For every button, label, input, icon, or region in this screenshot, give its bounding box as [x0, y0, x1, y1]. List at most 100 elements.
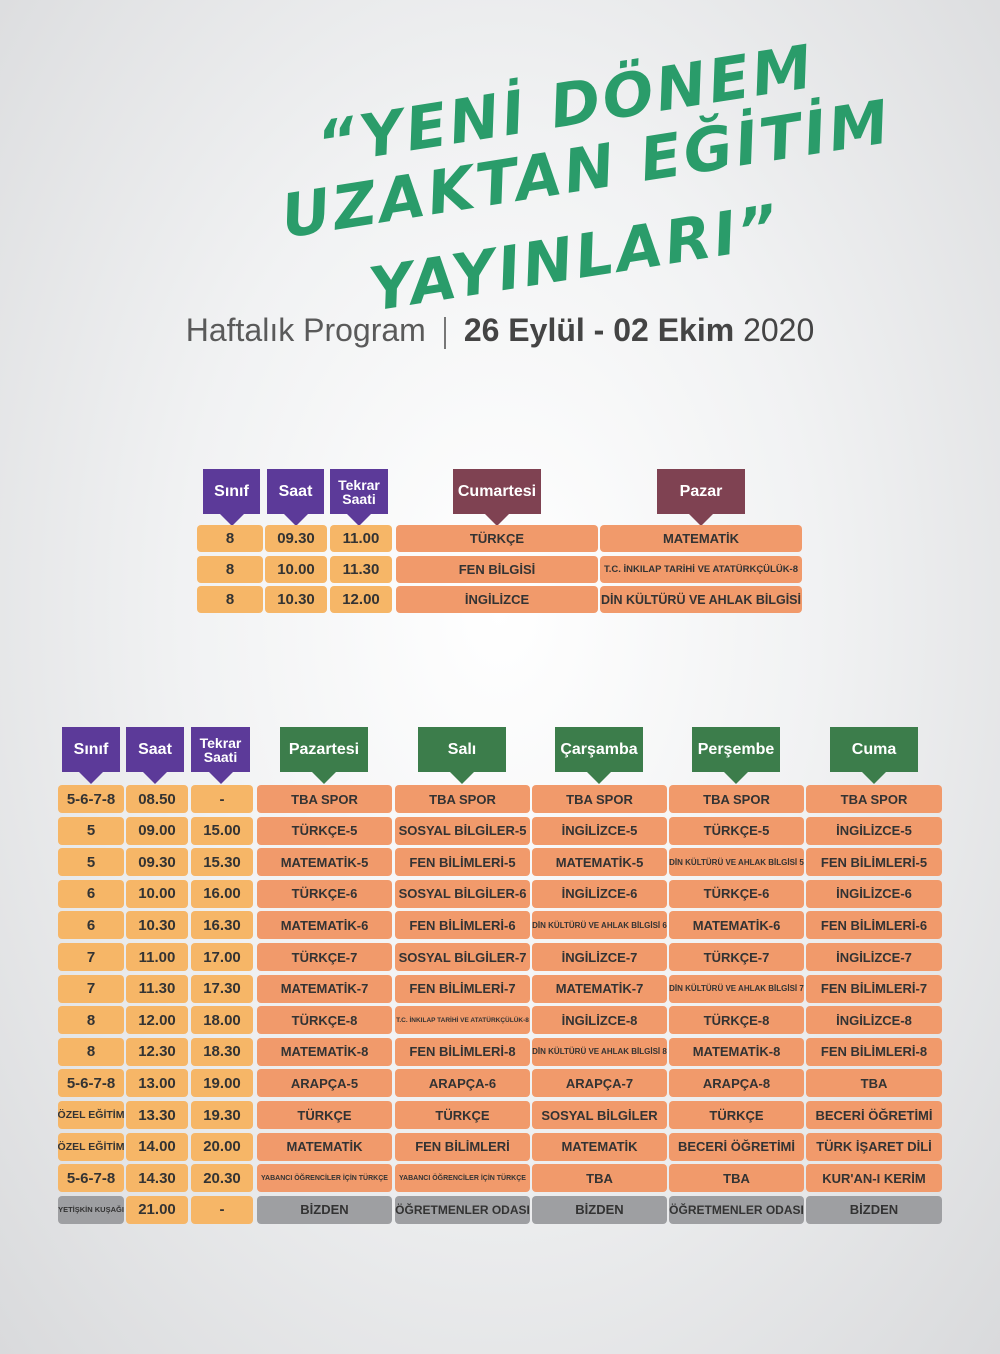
weekday-cell: 5-6-7-8 [58, 1069, 124, 1098]
weekday-cell: TÜRKÇE-5 [669, 816, 804, 845]
weekday-cell: FEN BİLİMLERİ-8 [395, 1037, 530, 1066]
subtitle: Haftalık Program 26 Eylül - 02 Ekim 2020 [0, 312, 1000, 349]
weekend-header-0: Sınıf [203, 469, 260, 514]
weekday-header-2: Tekrar Saati [191, 727, 250, 772]
weekday-header-4: Salı [418, 727, 506, 772]
weekday-cell: T.C. İNKILAP TARİHİ VE ATATÜRKÇÜLÜK-8 [395, 1006, 530, 1035]
weekday-cell: 6 [58, 911, 124, 940]
weekday-cell: MATEMATİK [532, 1132, 667, 1161]
weekday-cell: 09.00 [126, 816, 188, 845]
weekday-cell: TÜRKÇE-7 [669, 943, 804, 971]
weekday-cell: 5 [58, 848, 124, 877]
weekday-cell: 13.30 [126, 1101, 188, 1129]
subtitle-year: 2020 [743, 312, 815, 348]
weekday-header-7: Cuma [830, 727, 918, 772]
weekend-cell: 09.30 [265, 525, 327, 552]
weekday-cell: İNGİLİZCE-5 [806, 816, 942, 845]
weekend-cell: 10.30 [265, 586, 327, 613]
subtitle-dates: 26 Eylül - 02 Ekim [463, 312, 735, 348]
weekday-cell: TBA [532, 1164, 667, 1193]
weekday-cell: TÜRKÇE-7 [257, 943, 392, 971]
weekday-cell: 15.00 [191, 816, 253, 845]
weekday-cell: TÜRKÇE-6 [669, 879, 804, 908]
weekend-cell: 8 [197, 525, 263, 552]
weekday-cell: MATEMATİK-8 [669, 1037, 804, 1066]
weekday-cell: TÜRKÇE [395, 1101, 530, 1129]
weekday-cell: TÜRKÇE [669, 1101, 804, 1129]
weekday-cell: ÖZEL EĞİTİM [58, 1132, 124, 1161]
weekday-cell: 5-6-7-8 [58, 1164, 124, 1193]
weekday-cell: ARAPÇA-6 [395, 1069, 530, 1098]
weekend-cell: 10.00 [265, 555, 327, 583]
weekday-cell: MATEMATİK-5 [532, 848, 667, 877]
weekday-cell: İNGİLİZCE-8 [532, 1006, 667, 1035]
weekday-cell: SOSYAL BİLGİLER [532, 1101, 667, 1129]
weekend-cell: 11.00 [330, 525, 392, 552]
weekday-cell: 18.30 [191, 1037, 253, 1066]
weekday-cell: 13.00 [126, 1069, 188, 1098]
weekday-cell: DİN KÜLTÜRÜ VE AHLAK BİLGİSİ 6 [532, 911, 667, 940]
weekday-cell: - [191, 1195, 253, 1224]
weekday-cell: MATEMATİK-5 [257, 848, 392, 877]
weekday-cell: MATEMATİK-8 [257, 1037, 392, 1066]
weekday-header-6: Perşembe [692, 727, 780, 772]
weekday-header-5: Çarşamba [555, 727, 643, 772]
weekday-cell: İNGİLİZCE-8 [806, 1006, 942, 1035]
weekday-cell: FEN BİLİMLERİ-6 [806, 911, 942, 940]
weekday-cell: DİN KÜLTÜRÜ VE AHLAK BİLGİSİ 7 [669, 974, 804, 1003]
weekday-cell: 15.30 [191, 848, 253, 877]
weekday-cell: 20.00 [191, 1132, 253, 1161]
weekday-cell: MATEMATİK-7 [257, 974, 392, 1003]
weekday-cell: 19.00 [191, 1069, 253, 1098]
weekend-header-4: Pazar [657, 469, 745, 514]
weekday-cell: ÖĞRETMENLER ODASI [395, 1195, 530, 1224]
weekday-cell: TBA [806, 1069, 942, 1098]
weekday-cell: 09.30 [126, 848, 188, 877]
weekday-cell: ARAPÇA-8 [669, 1069, 804, 1098]
weekday-cell: TÜRKÇE-8 [669, 1006, 804, 1035]
weekday-cell: DİN KÜLTÜRÜ VE AHLAK BİLGİSİ 5 [669, 848, 804, 877]
weekday-cell: İNGİLİZCE-7 [532, 943, 667, 971]
weekday-cell: 18.00 [191, 1006, 253, 1035]
weekday-cell: 7 [58, 974, 124, 1003]
weekday-cell: 8 [58, 1037, 124, 1066]
weekday-cell: YETİŞKİN KUŞAĞI [58, 1195, 124, 1224]
weekend-cell: İNGİLİZCE [396, 586, 598, 613]
weekday-cell: 10.30 [126, 911, 188, 940]
weekday-cell: KUR'AN-I KERİM [806, 1164, 942, 1193]
weekend-cell: T.C. İNKILAP TARİHİ VE ATATÜRKÇÜLÜK-8 [600, 555, 802, 583]
weekday-cell: 6 [58, 879, 124, 908]
weekday-cell: ARAPÇA-7 [532, 1069, 667, 1098]
weekday-cell: BECERİ ÖĞRETİMİ [806, 1101, 942, 1129]
weekday-cell: MATEMATİK-6 [669, 911, 804, 940]
subtitle-divider [443, 316, 446, 349]
weekday-cell: TÜRKÇE-5 [257, 816, 392, 845]
weekend-cell: FEN BİLGİSİ [396, 555, 598, 583]
weekday-cell: BİZDEN [806, 1195, 942, 1224]
weekday-cell: ARAPÇA-5 [257, 1069, 392, 1098]
weekday-cell: TÜRKÇE [257, 1101, 392, 1129]
weekday-cell: İNGİLİZCE-6 [532, 879, 667, 908]
weekday-cell: 20.30 [191, 1164, 253, 1193]
weekday-cell: BİZDEN [532, 1195, 667, 1224]
weekday-cell: FEN BİLİMLERİ-5 [395, 848, 530, 877]
weekday-cell: MATEMATİK-6 [257, 911, 392, 940]
weekday-header-1: Saat [126, 727, 184, 772]
weekday-cell: TÜRK İŞARET DİLİ [806, 1132, 942, 1161]
weekend-cell: 8 [197, 586, 263, 613]
weekday-cell: 5-6-7-8 [58, 785, 124, 813]
weekday-cell: FEN BİLİMLERİ-8 [806, 1037, 942, 1066]
weekday-cell: 7 [58, 943, 124, 971]
weekday-cell: ÖĞRETMENLER ODASI [669, 1195, 804, 1224]
weekend-cell: TÜRKÇE [396, 525, 598, 552]
weekend-cell: 12.00 [330, 586, 392, 613]
weekday-cell: SOSYAL BİLGİLER-6 [395, 879, 530, 908]
weekday-cell: YABANCI ÖĞRENCİLER İÇİN TÜRKÇE [257, 1164, 392, 1193]
weekday-cell: 12.30 [126, 1037, 188, 1066]
subtitle-label: Haftalık Program [185, 312, 426, 348]
weekday-cell: TBA SPOR [532, 785, 667, 813]
weekday-cell: 8 [58, 1006, 124, 1035]
weekday-cell: MATEMATİK [257, 1132, 392, 1161]
weekday-cell: TBA SPOR [806, 785, 942, 813]
weekday-cell: 11.30 [126, 974, 188, 1003]
